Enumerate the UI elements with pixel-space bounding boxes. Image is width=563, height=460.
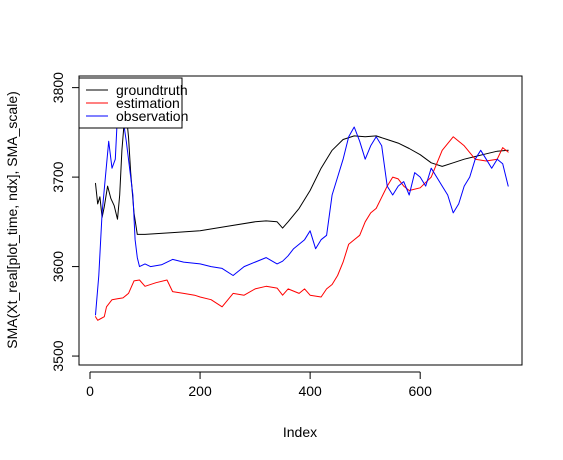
series-layer	[95, 114, 509, 321]
legend-label-groundtruth: groundtruth	[116, 82, 188, 98]
y-tick-label: 3600	[50, 251, 66, 282]
legend-label-estimation: estimation	[116, 95, 180, 111]
y-tick-label: 3800	[50, 72, 66, 103]
series-line-estimation	[95, 136, 509, 321]
x-tick-label: 0	[86, 383, 94, 399]
series-line-observation	[95, 114, 509, 316]
y-tick-label: 3500	[50, 340, 66, 371]
legend-label-observation: observation	[116, 108, 188, 124]
legend: groundtruth estimation observation	[78, 77, 188, 129]
x-tick-label: 600	[409, 383, 433, 399]
series-line-groundtruth	[95, 114, 509, 235]
x-axis: 0 200 400 600	[86, 371, 433, 399]
x-tick-label: 400	[298, 383, 322, 399]
y-axis-title: SMA(Xt_real[plot_time, ndx], SMA_scale)	[4, 91, 20, 349]
x-axis-title: Index	[283, 424, 317, 440]
y-axis: 3500 3600 3700 3800	[50, 72, 80, 372]
y-tick-label: 3700	[50, 161, 66, 192]
x-tick-label: 200	[188, 383, 212, 399]
